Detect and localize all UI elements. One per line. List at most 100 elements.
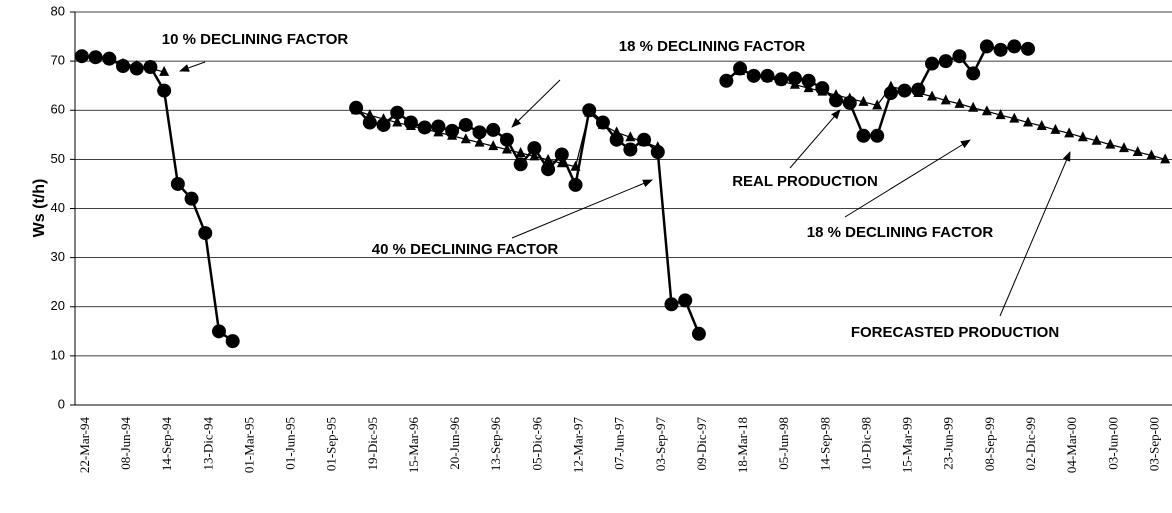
- point: [115, 59, 130, 74]
- x-tick-label: 08-Sep-99: [982, 417, 997, 471]
- point: [872, 99, 883, 110]
- point: [159, 65, 170, 76]
- point: [1119, 142, 1130, 153]
- point: [417, 120, 432, 135]
- point: [733, 61, 748, 76]
- point: [995, 109, 1006, 120]
- x-tick-label: 03-Jun-00: [1105, 417, 1120, 470]
- annotation: FORECASTED PRODUCTION: [851, 324, 1059, 341]
- x-tick-label: 12-Mar-97: [570, 417, 585, 474]
- point: [691, 326, 706, 341]
- point: [981, 105, 992, 116]
- annotation-arrow: [179, 61, 206, 72]
- x-tick-label: 14-Sep-94: [159, 417, 174, 472]
- point: [376, 117, 391, 132]
- x-tick-label: 01-Sep-95: [324, 417, 339, 471]
- point: [568, 177, 583, 192]
- point: [870, 128, 885, 143]
- y-tick-label: 50: [51, 151, 65, 166]
- point: [541, 162, 556, 177]
- point: [787, 71, 802, 86]
- y-tick-label: 20: [51, 298, 65, 313]
- point: [954, 97, 965, 108]
- x-tick-label: 05-Jun-98: [776, 417, 791, 470]
- x-tick-label: 01-Jun-95: [283, 417, 298, 470]
- point: [501, 143, 512, 154]
- point: [595, 115, 610, 130]
- annotation: 10 % DECLINING FACTOR: [162, 31, 349, 48]
- point: [527, 141, 542, 156]
- point: [1146, 149, 1157, 160]
- point: [1009, 112, 1020, 123]
- x-tick-label: 09-Dic-97: [694, 417, 709, 471]
- point: [856, 128, 871, 143]
- point: [815, 81, 830, 96]
- y-tick-label: 40: [51, 200, 65, 215]
- point: [556, 157, 567, 168]
- point: [927, 90, 938, 101]
- point: [979, 39, 994, 54]
- x-tick-label: 04-Mar-00: [1064, 417, 1079, 473]
- point: [1050, 123, 1061, 134]
- point: [88, 50, 103, 65]
- y-tick-label: 30: [51, 249, 65, 264]
- point: [474, 136, 485, 147]
- y-tick-label: 80: [51, 3, 65, 18]
- y-tick-label: 0: [58, 396, 65, 411]
- point: [1077, 131, 1088, 142]
- point: [623, 142, 638, 157]
- point: [1132, 146, 1143, 157]
- annotation-arrow: [844, 139, 971, 218]
- point: [925, 56, 940, 71]
- x-tick-label: 23-Jun-99: [941, 417, 956, 470]
- annotation-arrow: [511, 79, 561, 128]
- x-tick-label: 10-Dic-98: [858, 417, 873, 470]
- point: [664, 297, 679, 312]
- annotation: 40 % DECLINING FACTOR: [372, 241, 559, 258]
- point: [1160, 153, 1171, 164]
- annotation-arrow: [789, 109, 841, 169]
- point: [938, 54, 953, 69]
- point: [897, 83, 912, 98]
- annotation: REAL PRODUCTION: [732, 173, 878, 190]
- point: [513, 157, 528, 172]
- point: [157, 83, 172, 98]
- point: [543, 153, 554, 164]
- x-tick-label: 15-Mar-96: [406, 417, 421, 474]
- y-axis-label: Ws (t/h): [31, 179, 48, 238]
- point: [349, 100, 364, 115]
- x-tick-label: 05-Dic-96: [529, 417, 544, 471]
- point: [760, 68, 775, 83]
- x-tick-label: 07-Jun-97: [612, 417, 627, 470]
- point: [554, 147, 569, 162]
- point: [515, 146, 526, 157]
- point: [143, 60, 158, 75]
- point: [829, 93, 844, 108]
- point: [472, 125, 487, 140]
- point: [952, 49, 967, 64]
- point: [966, 66, 981, 81]
- point: [883, 86, 898, 101]
- point: [678, 293, 693, 308]
- point: [211, 324, 226, 339]
- point: [968, 101, 979, 112]
- point: [529, 150, 540, 161]
- point: [488, 140, 499, 151]
- x-tick-label: 08-Jun-94: [118, 417, 133, 470]
- point: [650, 145, 665, 160]
- x-tick-label: 03-Sep-97: [653, 417, 668, 472]
- point: [184, 191, 199, 206]
- point: [170, 176, 185, 191]
- point: [499, 132, 514, 147]
- x-tick-label: 14-Sep-98: [817, 417, 832, 471]
- point: [993, 42, 1008, 57]
- point: [1036, 119, 1047, 130]
- annotation: 18 % DECLINING FACTOR: [619, 38, 806, 55]
- point: [486, 122, 501, 137]
- x-tick-label: 01-Mar-95: [241, 417, 256, 473]
- x-tick-label: 13-Sep-96: [488, 417, 503, 472]
- annotation: 18 % DECLINING FACTOR: [807, 224, 994, 241]
- point: [625, 131, 636, 142]
- point: [637, 132, 652, 147]
